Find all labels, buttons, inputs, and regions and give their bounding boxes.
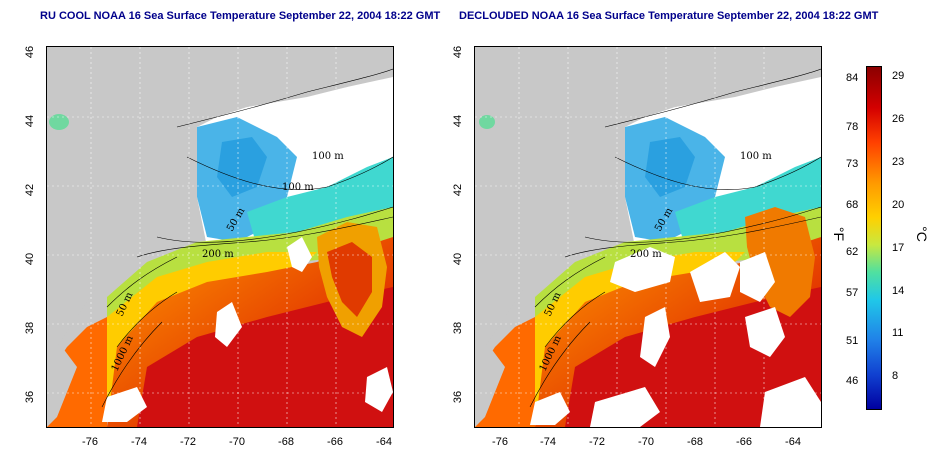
f-tick-73: 73 bbox=[846, 158, 859, 170]
right-lat-42: 42 bbox=[452, 183, 464, 197]
f-tick-62: 62 bbox=[846, 246, 859, 258]
left-depth-100-label: 100 m bbox=[312, 151, 344, 162]
right-lon-70: -70 bbox=[638, 436, 654, 448]
left-lon-70: -70 bbox=[229, 436, 245, 448]
left-lat-46: 46 bbox=[24, 45, 36, 59]
right-lon-68: -68 bbox=[687, 436, 703, 448]
f-tick-57: 57 bbox=[846, 287, 859, 299]
left-lat-38: 38 bbox=[24, 321, 36, 335]
left-lon-74: -74 bbox=[131, 436, 147, 448]
right-lat-38: 38 bbox=[452, 321, 464, 335]
f-tick-68: 68 bbox=[846, 199, 859, 211]
left-depth-100b-label: 100 m bbox=[282, 182, 314, 193]
right-lon-76: -76 bbox=[492, 436, 508, 448]
c-tick-11: 11 bbox=[892, 327, 904, 339]
colorbar-unit-f: °F bbox=[831, 226, 848, 242]
left-lon-72: -72 bbox=[180, 436, 196, 448]
c-tick-14: 14 bbox=[892, 285, 905, 297]
left-lon-66: -66 bbox=[327, 436, 343, 448]
right-lat-40: 40 bbox=[452, 252, 464, 266]
left-lon-64: -64 bbox=[376, 436, 392, 448]
right-sst-image: 100 m 50 m 200 m 50 m 1000 m bbox=[475, 47, 821, 427]
left-lat-44: 44 bbox=[24, 114, 36, 128]
colorbar-unit-c: °C bbox=[913, 226, 930, 242]
left-sst-map: 100 m 100 m 50 m 200 m 50 m 1000 m bbox=[46, 46, 394, 428]
f-tick-78: 78 bbox=[846, 121, 859, 133]
f-tick-51: 51 bbox=[846, 335, 859, 347]
c-tick-20: 20 bbox=[892, 199, 905, 211]
c-tick-23: 23 bbox=[892, 156, 905, 168]
right-depth-200-label: 200 m bbox=[630, 249, 662, 260]
left-lat-36: 36 bbox=[24, 390, 36, 404]
left-map-title: RU COOL NOAA 16 Sea Surface Temperature … bbox=[40, 10, 441, 22]
right-lon-72: -72 bbox=[589, 436, 605, 448]
right-lat-46: 46 bbox=[452, 45, 464, 59]
c-tick-26: 26 bbox=[892, 113, 905, 125]
right-lon-64: -64 bbox=[785, 436, 801, 448]
left-lon-68: -68 bbox=[278, 436, 294, 448]
left-lon-76: -76 bbox=[82, 436, 98, 448]
c-tick-17: 17 bbox=[892, 242, 905, 254]
right-lon-74: -74 bbox=[540, 436, 556, 448]
left-lat-42: 42 bbox=[24, 183, 36, 197]
right-map-title: DECLOUDED NOAA 16 Sea Surface Temperatur… bbox=[459, 10, 879, 22]
right-lat-44: 44 bbox=[452, 114, 464, 128]
c-tick-29: 29 bbox=[892, 70, 905, 82]
right-sst-map: 100 m 50 m 200 m 50 m 1000 m bbox=[474, 46, 822, 428]
left-depth-200-label: 200 m bbox=[202, 249, 234, 260]
f-tick-46: 46 bbox=[846, 375, 859, 387]
c-tick-8: 8 bbox=[892, 370, 899, 382]
right-lon-66: -66 bbox=[736, 436, 752, 448]
right-depth-100-label: 100 m bbox=[740, 151, 772, 162]
colorbar bbox=[866, 66, 882, 410]
left-lat-40: 40 bbox=[24, 252, 36, 266]
left-sst-image: 100 m 100 m 50 m 200 m 50 m 1000 m bbox=[47, 47, 393, 427]
right-lat-36: 36 bbox=[452, 390, 464, 404]
f-tick-84: 84 bbox=[846, 72, 859, 84]
